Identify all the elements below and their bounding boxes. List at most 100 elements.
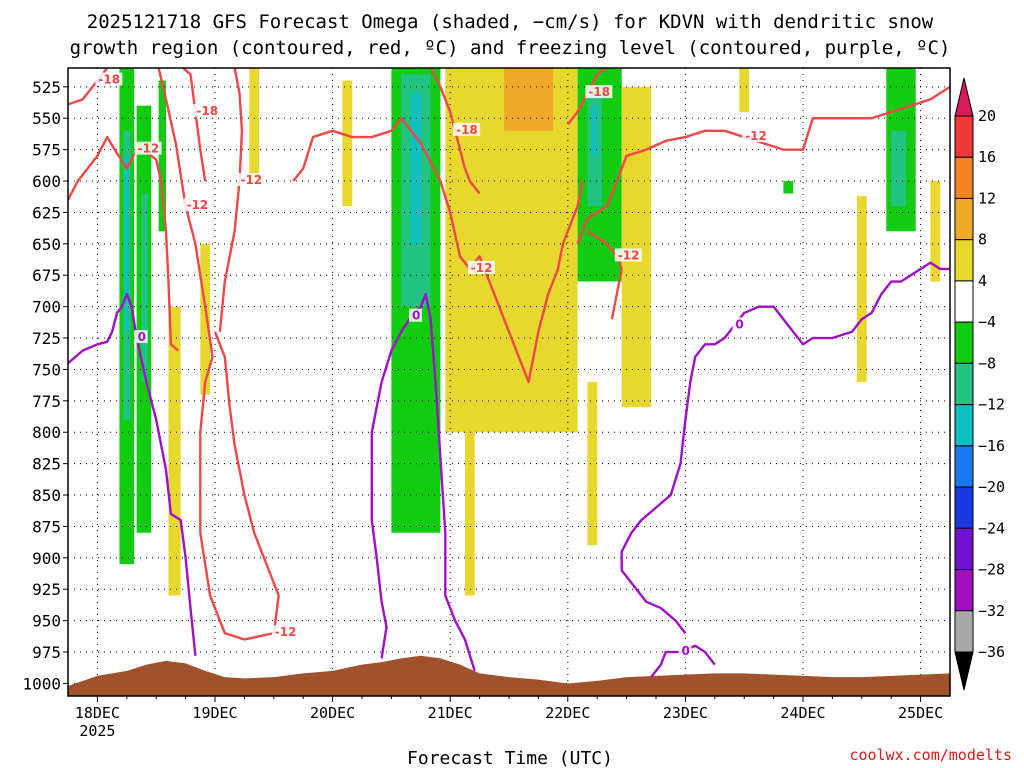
dendritic-contour-label-4: -12 <box>138 142 160 156</box>
freezing-contour-label-0: 0 <box>138 330 146 344</box>
colorbar-box-0 <box>954 115 974 158</box>
colorbar-box-9 <box>954 486 974 529</box>
dendritic-contour-label-bg-10 <box>614 248 642 262</box>
colorbar-label-7: −12 <box>978 396 1005 414</box>
y-tick-label-625: 625 <box>32 203 61 222</box>
y-tick-label-750: 750 <box>32 360 61 379</box>
colorbar-label-8: −16 <box>978 437 1005 455</box>
colorbar-label-3: 8 <box>978 231 987 249</box>
colorbar-box-7 <box>954 404 974 447</box>
dendritic-contour-label-bg-0 <box>95 72 123 86</box>
y-tick-label-700: 700 <box>32 298 61 317</box>
dendritic-contour-label-8: -12 <box>471 261 493 275</box>
colorbar-label-6: −8 <box>978 354 996 372</box>
dendritic-contour-line-6 <box>199 331 280 641</box>
omega-region-19 <box>621 86 652 408</box>
y-tick-label-975: 975 <box>32 643 61 662</box>
dendritic-snow-contours: -18 -18 -18 -18 -12 -12 -12 -12 -12 -12 -12 <box>68 68 950 641</box>
y-axis: 525 550 575 600 625 650 675 700 725 750 775 800 825 8… <box>22 78 68 693</box>
colorbar-label-5: −4 <box>978 313 996 331</box>
dendritic-contour-label-bg-1 <box>193 103 221 117</box>
colorbar-top-arrow <box>954 77 974 117</box>
dendritic-contour-label-10: -12 <box>618 248 640 262</box>
chart-title-line-2: growth region (contoured, red, ºC) and f… <box>70 37 951 59</box>
x-tick-label-22DEC: 22DEC <box>545 704 590 722</box>
dendritic-contour-label-bg-2 <box>453 122 481 136</box>
freezing-contour-label-bg-0 <box>134 330 148 344</box>
freezing-contour-label-3: 0 <box>735 317 743 331</box>
dendritic-contour-label-bg-8 <box>467 260 495 274</box>
omega-region-12 <box>411 93 421 244</box>
dendritic-contour-line-8 <box>292 117 584 384</box>
colorbar-label-0: 20 <box>978 107 996 125</box>
credit-link[interactable]: coolwx.com/modelts <box>849 746 1012 764</box>
dendritic-contour-label-9: -12 <box>745 129 767 143</box>
x-tick-label-25DEC: 25DEC <box>898 704 943 722</box>
dendritic-contour-label-1: -18 <box>196 104 218 118</box>
y-tick-label-600: 600 <box>32 172 61 191</box>
colorbar-box-4 <box>954 280 974 323</box>
colorbar-label-2: 12 <box>978 189 996 207</box>
omega-region-9 <box>342 80 353 207</box>
dendritic-contour-label-3: -18 <box>588 85 610 99</box>
omega-region-22 <box>783 181 794 194</box>
dendritic-contour-label-5: -12 <box>187 198 209 212</box>
dendritic-contour-label-bg-3 <box>585 85 613 99</box>
y-tick-label-775: 775 <box>32 392 61 411</box>
dendritic-contour-label-bg-9 <box>742 129 770 143</box>
y-tick-label-1000: 1000 <box>22 674 61 693</box>
colorbar-box-12 <box>954 610 974 653</box>
y-tick-label-675: 675 <box>32 266 61 285</box>
y-tick-label-875: 875 <box>32 517 61 536</box>
y-tick-label-800: 800 <box>32 423 61 442</box>
colorbar-box-11 <box>954 569 974 612</box>
omega-region-4 <box>141 193 148 382</box>
omega-region-26 <box>930 181 941 282</box>
freezing-contour-label-bg-1 <box>409 308 422 322</box>
colorbar-bottom-arrow <box>954 651 974 691</box>
omega-shading <box>119 68 941 596</box>
y-tick-label-950: 950 <box>32 612 61 631</box>
y-tick-label-525: 525 <box>32 78 61 97</box>
colorbar-box-6 <box>954 362 974 406</box>
omega-region-20 <box>587 382 598 546</box>
y-tick-label-550: 550 <box>32 109 61 128</box>
colorbar: 20 16 12 8 4 −4 −8 −12 −16 −20 −24 −28 −32 −36 <box>954 77 1005 691</box>
y-tick-label-575: 575 <box>32 141 61 160</box>
colorbar-box-1 <box>954 156 974 199</box>
dendritic-contour-label-bg-7 <box>237 173 265 187</box>
y-tick-label-900: 900 <box>32 549 61 568</box>
x-tick-label-24DEC: 24DEC <box>780 704 825 722</box>
dendritic-contour-line-7 <box>218 68 244 332</box>
colorbar-box-8 <box>954 445 974 488</box>
omega-region-14 <box>504 68 554 131</box>
omega-region-18 <box>592 105 598 156</box>
colorbar-box-2 <box>954 197 974 241</box>
x-tick-year-label: 2025 <box>79 722 115 740</box>
dendritic-contour-label-bg-4 <box>134 141 162 155</box>
dendritic-contour-label-0: -18 <box>98 73 120 87</box>
y-tick-label-850: 850 <box>32 486 61 505</box>
x-axis-label: Forecast Time (UTC) <box>407 748 613 768</box>
freezing-contour-label-1: 0 <box>412 309 420 323</box>
omega-region-8 <box>249 68 260 182</box>
omega-region-21 <box>739 68 750 112</box>
omega-region-23 <box>856 196 867 382</box>
colorbar-box-5 <box>954 321 974 364</box>
freezing-contour-label-bg-2 <box>678 644 692 658</box>
terrain-surface <box>68 655 950 696</box>
freezing-contour-line-3 <box>620 261 950 634</box>
colorbar-label-4: 4 <box>978 272 987 290</box>
omega-region-15 <box>464 407 475 596</box>
dendritic-contour-label-bg-5 <box>183 198 211 212</box>
x-tick-label-23DEC: 23DEC <box>663 704 708 722</box>
omega-region-6 <box>168 306 181 596</box>
omega-region-2 <box>124 155 129 332</box>
colorbar-label-13: −36 <box>978 643 1005 661</box>
colorbar-box-3 <box>954 239 974 282</box>
colorbar-label-9: −20 <box>978 478 1005 496</box>
dendritic-contour-label-6: -12 <box>275 625 297 639</box>
colorbar-label-12: −32 <box>978 602 1005 620</box>
x-tick-label-21DEC: 21DEC <box>428 704 473 722</box>
